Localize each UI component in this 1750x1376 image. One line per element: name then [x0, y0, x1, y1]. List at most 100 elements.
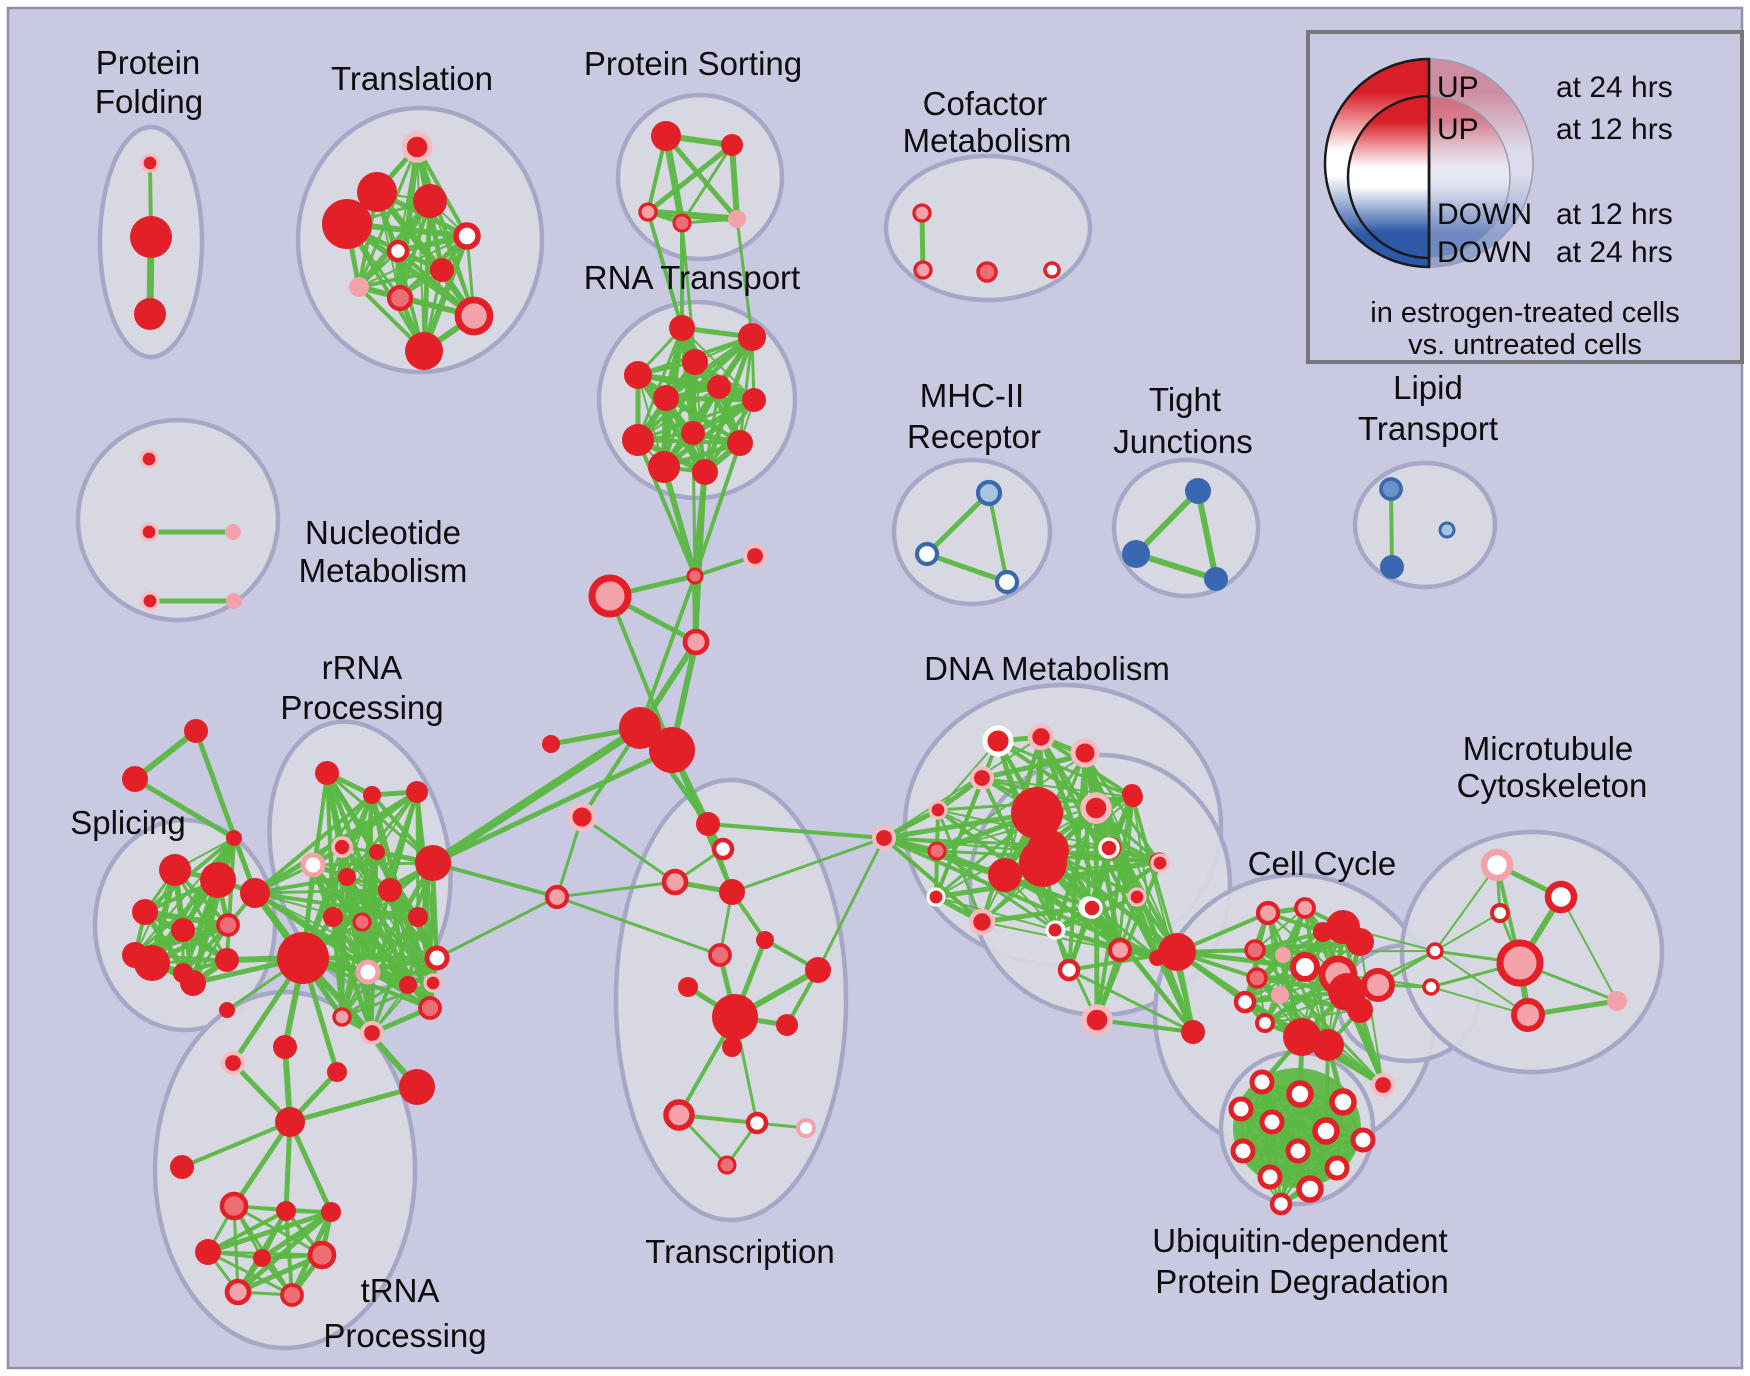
edge	[981, 777, 1134, 798]
gene-node-r8	[415, 845, 451, 881]
gene-node-u8	[1285, 1138, 1311, 1164]
gene-node-c2	[913, 260, 933, 280]
rrna-label: Processing	[280, 689, 443, 726]
edge	[360, 920, 410, 987]
gene-node-L4	[1027, 829, 1069, 871]
gene-node-m2	[914, 541, 940, 567]
gene-node-u10	[1257, 1164, 1283, 1190]
gene-node-L12	[1081, 1004, 1113, 1036]
gene-node-D10	[988, 858, 1022, 892]
gene-node-tb8	[280, 1283, 304, 1307]
cluster-ellipse-tight-junctions	[1111, 457, 1261, 599]
gene-node-s2	[721, 134, 743, 156]
gene-node-r5	[300, 852, 326, 878]
gene-node-pf1	[140, 153, 160, 173]
transcription-label: Transcription	[645, 1233, 835, 1270]
gene-node-mt5	[1422, 978, 1440, 996]
edge	[1176, 950, 1436, 953]
gene-node-t2	[357, 172, 397, 212]
edge	[680, 221, 697, 364]
gene-node-ch6	[649, 727, 695, 773]
edge	[1067, 968, 1195, 1034]
gene-node-tn5	[332, 1007, 352, 1027]
gene-node-sp1	[159, 854, 191, 886]
gene-node-tn3	[327, 1062, 347, 1082]
gene-node-ch1	[742, 543, 768, 569]
tight-junctions-label: Tight	[1149, 381, 1221, 418]
gene-node-M12	[1233, 990, 1257, 1014]
edge	[231, 1119, 293, 1209]
gene-node-n2	[139, 522, 159, 542]
gene-node-x11	[722, 1037, 742, 1057]
gene-node-tn8	[423, 973, 443, 993]
edge	[235, 1209, 334, 1295]
edge	[340, 956, 439, 1019]
gene-node-x6	[708, 943, 732, 967]
gene-node-t6	[386, 239, 410, 263]
gene-node-rt5	[707, 375, 731, 399]
gene-node-mt4	[1426, 942, 1444, 960]
nucleotide-label: Metabolism	[299, 552, 468, 589]
edge	[388, 888, 432, 1010]
gene-node-rt10	[692, 459, 718, 485]
gene-node-r7	[369, 844, 385, 860]
gene-node-r12	[352, 912, 372, 932]
gene-node-x13	[745, 1111, 769, 1135]
gene-node-r10	[408, 907, 428, 927]
edge	[934, 776, 984, 899]
edge	[663, 334, 755, 401]
gene-node-ch7	[542, 735, 560, 753]
gene-node-ch9	[544, 884, 570, 910]
gene-node-D7	[927, 841, 947, 861]
gene-node-x7	[805, 957, 831, 983]
edge	[816, 836, 886, 972]
edge	[979, 904, 1092, 925]
edge	[1389, 487, 1394, 569]
edge	[173, 868, 229, 962]
gene-node-M2	[1294, 897, 1316, 919]
gene-node-tn7	[418, 996, 442, 1020]
gene-node-mt3	[1490, 903, 1510, 923]
gene-node-st2	[122, 766, 148, 792]
gene-node-n1	[139, 449, 159, 469]
gene-node-M8	[1290, 952, 1320, 982]
edge	[253, 891, 420, 919]
gene-node-sp2	[200, 862, 236, 898]
dna-label: DNA Metabolism	[924, 650, 1170, 687]
gene-node-u4	[1259, 1109, 1285, 1135]
gene-node-D2	[1027, 723, 1055, 751]
gene-node-r1	[315, 761, 339, 785]
gene-node-tb2	[276, 1201, 296, 1221]
microtubule-label: Microtubule	[1463, 730, 1634, 767]
edge	[340, 850, 379, 1019]
gene-node-r15	[277, 932, 329, 984]
gene-node-x15	[717, 1155, 737, 1175]
gene-node-rt9	[681, 421, 705, 445]
gene-node-r9	[378, 878, 402, 902]
gene-node-x10	[776, 1014, 798, 1036]
gene-node-D8	[1011, 787, 1063, 839]
gene-node-rt1	[669, 315, 695, 341]
cluster-ellipse-cofactor	[883, 153, 1093, 303]
ubiquitin-label: Ubiquitin-dependent	[1152, 1222, 1447, 1259]
gene-node-t4	[413, 184, 447, 218]
edge	[636, 438, 697, 578]
gene-node-sp10	[180, 970, 206, 996]
gene-node-x4	[719, 879, 745, 905]
gene-node-M11	[1246, 967, 1268, 989]
cofactor-label: Cofactor	[923, 85, 1048, 122]
gene-node-x12	[663, 1099, 695, 1131]
edge	[371, 957, 438, 1034]
gene-node-rt6	[742, 388, 766, 412]
edge	[430, 747, 675, 866]
gene-node-M17	[1370, 1072, 1396, 1098]
trna-label: Processing	[323, 1317, 486, 1354]
gene-node-r14	[424, 945, 450, 971]
cluster-ellipse-mhc-receptor	[891, 457, 1053, 607]
gene-node-tn13	[170, 1155, 194, 1179]
edge	[979, 752, 1088, 781]
edge	[254, 892, 434, 984]
gene-node-u1	[1249, 1069, 1275, 1095]
gene-node-s4	[672, 213, 692, 233]
edge	[331, 915, 439, 960]
